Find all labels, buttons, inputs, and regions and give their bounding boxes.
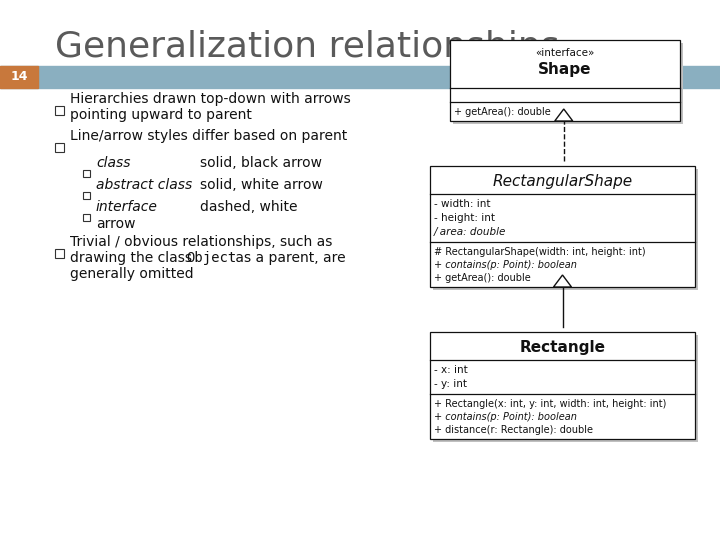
Polygon shape — [554, 109, 572, 121]
Bar — [0, 66, 38, 88]
Text: + getArea(): double: + getArea(): double — [434, 273, 531, 283]
Text: Generalization relationships: Generalization relationships — [55, 30, 559, 64]
Text: + distance(r: Rectangle): double: + distance(r: Rectangle): double — [434, 425, 593, 435]
Bar — [55, 143, 64, 152]
Text: - x: int: - x: int — [434, 365, 468, 375]
Text: Hierarchies drawn top-down with arrows: Hierarchies drawn top-down with arrows — [70, 92, 351, 106]
Text: RectangularShape: RectangularShape — [492, 174, 633, 189]
Text: solid, black arrow: solid, black arrow — [200, 156, 322, 170]
Bar — [450, 40, 680, 121]
Bar — [83, 192, 90, 199]
Text: drawing the class: drawing the class — [70, 251, 197, 265]
Text: Rectangle: Rectangle — [520, 340, 606, 355]
Text: Line/arrow styles differ based on parent: Line/arrow styles differ based on parent — [70, 129, 347, 143]
Text: generally omitted: generally omitted — [70, 267, 194, 281]
Bar — [55, 248, 64, 258]
Bar — [453, 43, 683, 124]
Bar — [55, 105, 64, 114]
Text: + Rectangle(x: int, y: int, width: int, height: int): + Rectangle(x: int, y: int, width: int, … — [434, 399, 667, 409]
Bar — [0, 66, 720, 88]
Bar — [83, 213, 90, 220]
Text: class: class — [96, 156, 130, 170]
Text: solid, white arrow: solid, white arrow — [200, 178, 323, 192]
Text: Object: Object — [186, 251, 236, 265]
Bar — [433, 169, 698, 290]
Polygon shape — [554, 275, 572, 287]
Text: + contains(p: Point): boolean: + contains(p: Point): boolean — [434, 412, 577, 422]
Text: + getArea(): double: + getArea(): double — [454, 107, 551, 117]
Text: arrow: arrow — [96, 217, 135, 231]
Text: + contains(p: Point): boolean: + contains(p: Point): boolean — [434, 260, 577, 270]
Text: dashed, white: dashed, white — [200, 200, 297, 214]
Text: / area: double: / area: double — [434, 227, 506, 237]
Text: - y: int: - y: int — [434, 379, 467, 389]
Text: abstract class: abstract class — [96, 178, 192, 192]
Text: pointing upward to parent: pointing upward to parent — [70, 108, 252, 122]
Text: # RectangularShape(width: int, height: int): # RectangularShape(width: int, height: i… — [434, 247, 646, 257]
Text: Trivial / obvious relationships, such as: Trivial / obvious relationships, such as — [70, 235, 333, 249]
Bar — [83, 170, 90, 177]
Text: «interface»: «interface» — [535, 48, 595, 58]
Text: - height: int: - height: int — [434, 213, 495, 223]
Text: Shape: Shape — [539, 62, 592, 77]
Bar — [433, 335, 698, 442]
Bar — [430, 332, 695, 439]
Text: interface: interface — [96, 200, 158, 214]
Text: as a parent, are: as a parent, are — [231, 251, 346, 265]
Text: 14: 14 — [10, 71, 28, 84]
Text: - width: int: - width: int — [434, 199, 490, 209]
Bar — [430, 166, 695, 287]
